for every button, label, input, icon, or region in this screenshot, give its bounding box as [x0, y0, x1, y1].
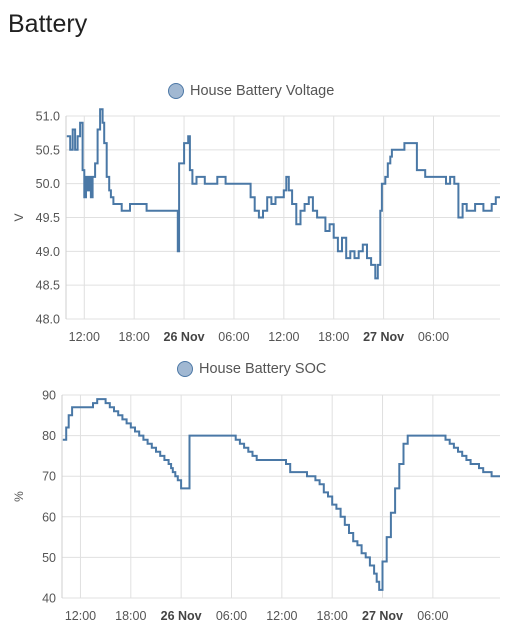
x-tick-label: 06:00 [216, 609, 247, 623]
y-axis-title: V [12, 213, 26, 221]
y-tick-label: 90 [42, 389, 56, 403]
y-tick-label: 50.0 [36, 177, 60, 191]
y-tick-label: 48.5 [36, 279, 60, 293]
legend-soc[interactable]: House Battery SOC [177, 361, 326, 377]
x-tick-label: 18:00 [115, 609, 146, 623]
x-tick-label: 18:00 [318, 330, 349, 344]
x-tick-label: 06:00 [417, 609, 448, 623]
x-tick-label: 18:00 [119, 330, 150, 344]
y-tick-label: 49.5 [36, 211, 60, 225]
legend-swatch-icon [168, 83, 184, 99]
x-tick-label: 27 Nov [362, 609, 403, 623]
y-tick-label: 60 [42, 510, 56, 524]
x-tick-label: 26 Nov [164, 330, 205, 344]
voltage-chart[interactable]: 51.0 50.5 50.0 49.5 49.0 48.5 48.0 12:00 18:00 26… [0, 100, 515, 360]
x-tick-label: 06:00 [218, 330, 249, 344]
x-tick-label: 27 Nov [363, 330, 404, 344]
y-tick-label: 50 [42, 551, 56, 565]
y-tick-label: 80 [42, 429, 56, 443]
y-tick-label: 40 [42, 592, 56, 606]
x-tick-label: 12:00 [266, 609, 297, 623]
card-title: Battery [8, 10, 88, 38]
series-line [66, 108, 500, 280]
x-tick-label: 06:00 [418, 330, 449, 344]
y-tick-label: 48.0 [36, 313, 60, 327]
legend-voltage[interactable]: House Battery Voltage [168, 83, 334, 99]
x-tick-label: 12:00 [65, 609, 96, 623]
legend-swatch-icon [177, 361, 193, 377]
soc-chart[interactable]: 90 80 70 60 50 40 12:00 18:00 26 Nov 06:00 12:00 18… [0, 378, 515, 638]
y-tick-label: 50.5 [36, 143, 60, 157]
x-tick-label: 18:00 [317, 609, 348, 623]
y-tick-label: 70 [42, 470, 56, 484]
y-tick-label: 51.0 [36, 110, 60, 124]
x-tick-label: 12:00 [69, 330, 100, 344]
series-line [62, 398, 500, 591]
y-axis-title: % [12, 491, 26, 502]
y-tick-label: 49.0 [36, 245, 60, 259]
x-tick-label: 26 Nov [161, 609, 202, 623]
legend-label: House Battery SOC [199, 361, 327, 377]
legend-label: House Battery Voltage [190, 83, 335, 99]
x-tick-label: 12:00 [268, 330, 299, 344]
